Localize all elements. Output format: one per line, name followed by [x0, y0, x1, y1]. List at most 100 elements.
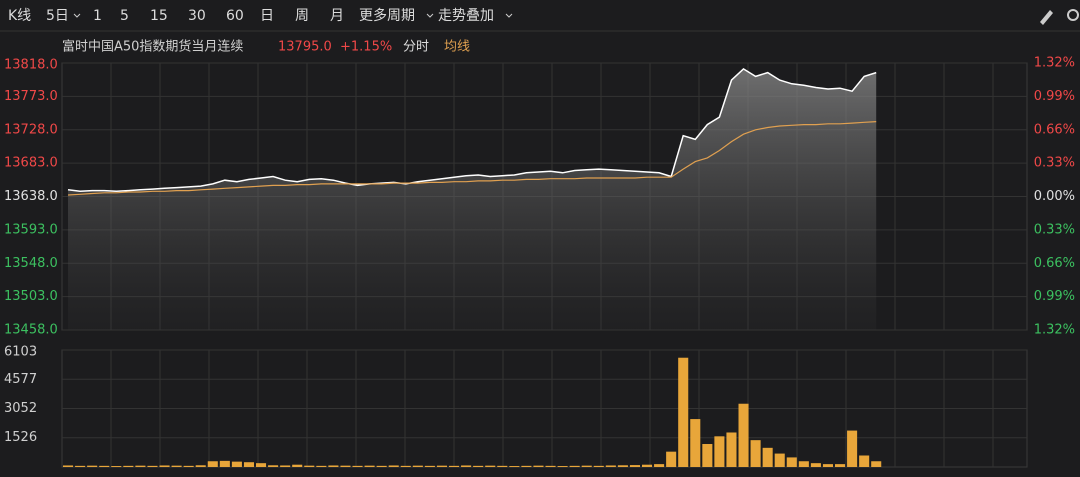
volume-bar — [714, 436, 725, 467]
volume-bar — [99, 465, 110, 467]
volume-bar — [376, 465, 387, 467]
volume-bar — [364, 465, 375, 467]
volume-bar — [75, 465, 86, 467]
volume-bar — [304, 465, 315, 467]
legend-title: 富时中国A50指数期货当月连续 — [62, 39, 243, 55]
y2-tick-label: 1.32% — [1034, 323, 1075, 338]
volume-bar — [702, 443, 713, 467]
volume-bar — [533, 465, 544, 467]
volume-bar — [87, 465, 98, 467]
volume-bar — [436, 465, 447, 467]
dropdown-caret — [505, 13, 513, 18]
volume-bar — [268, 465, 279, 467]
y-tick-label: 4577 — [4, 372, 37, 387]
volume-bar — [738, 403, 749, 467]
volume-bar — [111, 466, 122, 467]
volume-bar — [328, 465, 339, 467]
volume-bar — [159, 465, 170, 467]
volume-bar — [545, 465, 556, 467]
volume-bar — [750, 440, 761, 467]
volume-bar — [654, 464, 665, 467]
y-tick-label: 13773.0 — [4, 89, 58, 104]
y2-tick-label: 0.00% — [1034, 189, 1075, 204]
y2-tick-label: 0.66% — [1034, 122, 1075, 137]
legend-series[interactable]: 分时 — [403, 40, 429, 55]
series-line — [67, 67, 877, 193]
volume-bar — [678, 357, 689, 467]
volume-bar — [352, 465, 363, 467]
legend-price: 13795.0 — [278, 40, 332, 55]
y2-tick-label: 1.32% — [1034, 56, 1075, 71]
toolbar-icons — [1040, 9, 1079, 25]
volume-bar — [569, 465, 580, 467]
volume-bar — [183, 465, 194, 467]
volume-bar — [485, 465, 496, 467]
volume-bar — [135, 465, 146, 467]
volume-bar — [762, 447, 773, 467]
volume-bar — [847, 430, 858, 467]
dropdown-caret — [426, 13, 434, 18]
volume-bar — [557, 466, 568, 467]
volume-bar — [605, 465, 616, 467]
volume-bar — [316, 465, 327, 467]
y-tick-label: 1526 — [4, 430, 37, 445]
y-tick-label: 13818.0 — [4, 58, 58, 73]
volume-bar — [195, 465, 206, 467]
volume-bar — [292, 464, 303, 467]
toolbar-item[interactable]: 30 — [188, 8, 206, 24]
volume-bar — [629, 465, 640, 467]
y2-tick-label: 0.33% — [1034, 156, 1075, 171]
volume-bar — [774, 453, 785, 467]
volume-bar — [243, 462, 254, 467]
volume-bar — [726, 432, 737, 467]
volume-bar — [593, 465, 604, 467]
toolbar-item[interactable]: 5日 — [46, 8, 69, 24]
y-tick-label: 3052 — [4, 401, 37, 416]
settings-icon[interactable] — [1067, 9, 1079, 21]
volume-bar — [280, 465, 291, 467]
volume-bar — [810, 463, 821, 467]
draw-icon[interactable] — [1040, 10, 1053, 25]
legend-change: +1.15% — [340, 40, 392, 55]
y-tick-label: 13548.0 — [4, 256, 58, 271]
y2-tick-label: 0.66% — [1034, 256, 1075, 271]
volume-bar — [424, 465, 435, 467]
toolbar-item[interactable]: 15 — [150, 8, 168, 24]
legend-series[interactable]: 均线 — [444, 40, 470, 55]
volume-bar — [231, 461, 242, 467]
toolbar-item[interactable]: 月 — [330, 8, 344, 24]
volume-bar — [400, 465, 411, 467]
volume-bar — [581, 465, 592, 467]
volume-bar — [461, 465, 472, 467]
toolbar-item[interactable]: 1 — [93, 8, 102, 24]
volume-bar — [871, 461, 882, 467]
volume-bar — [690, 419, 701, 467]
toolbar-item[interactable]: 更多周期 — [359, 7, 415, 24]
volume-bar — [63, 465, 74, 467]
toolbar-item[interactable]: 周 — [295, 8, 309, 24]
toolbar-item[interactable]: 5 — [120, 8, 129, 24]
volume-bar — [617, 465, 628, 467]
toolbar-item[interactable]: 日 — [260, 8, 274, 24]
volume-bar — [147, 465, 158, 467]
volume-bar — [835, 464, 846, 467]
y2-tick-label: 0.99% — [1034, 89, 1075, 104]
y-tick-label: 13638.0 — [4, 189, 58, 204]
volume-bar — [412, 465, 423, 467]
y-tick-label: 13728.0 — [4, 122, 58, 137]
toolbar-item[interactable]: 60 — [226, 8, 244, 24]
toolbar-item[interactable]: 走势叠加 — [438, 8, 494, 24]
toolbar-item[interactable]: K线 — [8, 8, 31, 24]
volume-bar — [219, 460, 230, 467]
volume-bar — [449, 465, 460, 467]
volume-bar — [822, 464, 833, 467]
volume-bar — [207, 461, 218, 467]
series-line — [67, 121, 877, 196]
y-tick-label: 13503.0 — [4, 289, 58, 304]
volume-bar — [859, 455, 870, 467]
volume-bar — [666, 451, 677, 467]
price-area — [68, 68, 877, 331]
volume-bar — [497, 465, 508, 467]
